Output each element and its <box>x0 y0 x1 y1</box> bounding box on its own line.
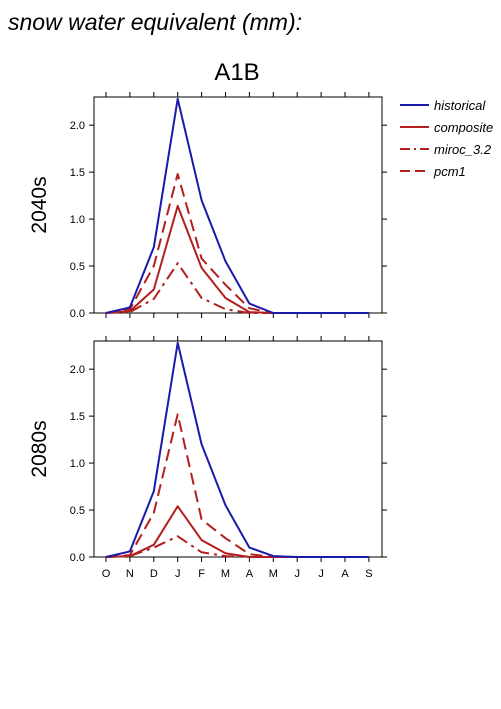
y-tick-label: 0.5 <box>70 505 85 517</box>
x-tick-label: J <box>318 568 324 580</box>
series-line-pcm1 <box>105 413 369 558</box>
legend-label-miroc_3.2: miroc_3.2 <box>434 142 492 157</box>
row-label: 2080s <box>28 420 51 477</box>
row-label: 2040s <box>28 176 51 233</box>
x-tick-label: F <box>198 568 205 580</box>
x-tick-label: N <box>126 568 134 580</box>
series-line-pcm1 <box>105 173 369 314</box>
x-tick-label: A <box>246 568 254 580</box>
x-tick-label: M <box>269 568 278 580</box>
legend: historical composite miroc_3.2 pcm1 <box>400 98 493 179</box>
chart-panels: 0.0 0.5 1.0 1.5 2.0 2040s 0.0 0.5 1.0 1.5 2.0 O N D J F… <box>28 92 387 580</box>
figure-title: snow water equivalent (mm): <box>8 9 302 35</box>
series-line-historical <box>105 97 369 314</box>
panel-2080s: 0.0 0.5 1.0 1.5 2.0 O N D J F M A M J J A S 2080s <box>28 336 387 580</box>
x-tick-label: S <box>365 568 372 580</box>
x-tick-label: A <box>341 568 349 580</box>
y-tick-label: 0.0 <box>70 308 85 320</box>
y-tick-label: 1.0 <box>70 458 85 470</box>
y-tick-label: 1.0 <box>70 214 85 226</box>
y-tick-label: 1.5 <box>70 167 85 179</box>
x-tick-label: O <box>102 568 111 580</box>
series-line-historical <box>105 341 369 558</box>
x-tick-label: J <box>175 568 181 580</box>
scenario-title: A1B <box>214 59 259 86</box>
legend-label-pcm1: pcm1 <box>433 164 466 179</box>
y-tick-label: 2.0 <box>70 120 85 132</box>
y-tick-label: 0.0 <box>70 552 85 564</box>
y-tick-label: 2.0 <box>70 364 85 376</box>
legend-label-composite: composite <box>434 120 493 135</box>
x-tick-label: M <box>221 568 230 580</box>
plot-frame <box>93 96 383 314</box>
legend-label-historical: historical <box>434 98 486 113</box>
x-tick-label: D <box>150 568 158 580</box>
y-tick-label: 0.5 <box>70 261 85 273</box>
x-tick-label: J <box>294 568 300 580</box>
y-tick-label: 1.5 <box>70 411 85 423</box>
panel-2040s: 0.0 0.5 1.0 1.5 2.0 2040s <box>28 92 387 320</box>
plot-frame <box>93 340 383 558</box>
